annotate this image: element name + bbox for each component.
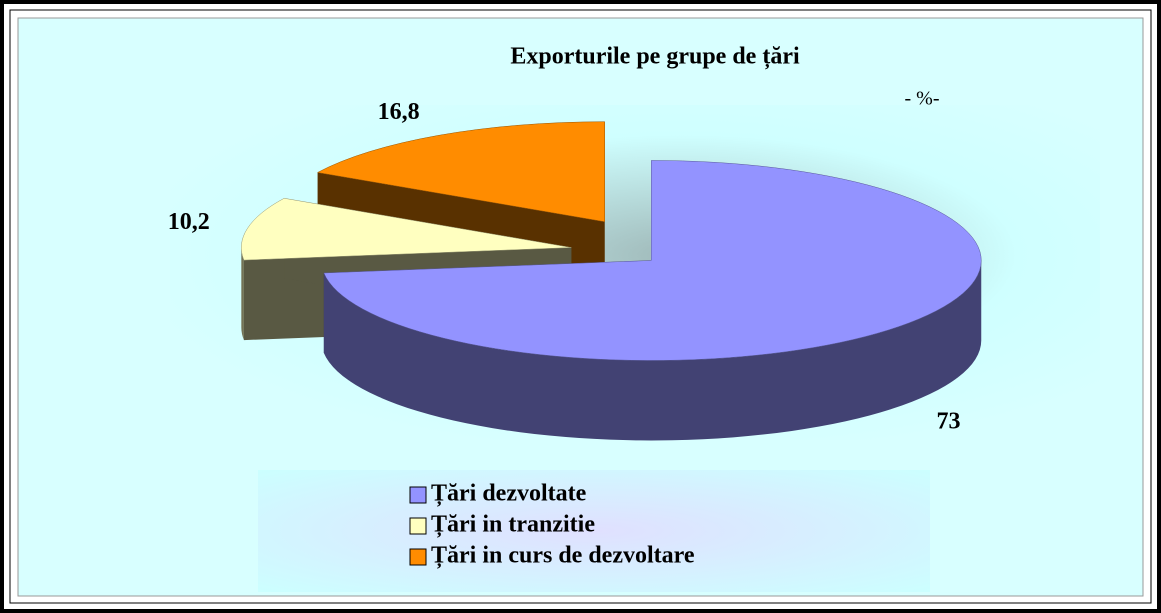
legend-label: Țări in tranzitie [431, 512, 595, 539]
legend-label: Țări dezvoltate [431, 481, 587, 508]
slice [241, 198, 572, 261]
legend-swatch [409, 548, 427, 566]
legend-swatch [409, 517, 427, 535]
slice-side [323, 260, 982, 441]
data-label: 73 [936, 409, 960, 435]
slice [323, 160, 982, 441]
inner-frame [9, 9, 1152, 604]
chart-title: Exporturile pe grupe de țări [510, 44, 800, 70]
legend-swatch [409, 486, 427, 504]
pie [241, 121, 982, 441]
slice [323, 160, 982, 361]
slice-side [241, 247, 244, 341]
legend-label: Țări in curs de dezvoltare [431, 543, 695, 570]
data-label: 16,8 [378, 99, 420, 125]
data-label: 10,2 [168, 209, 210, 235]
legend-box [258, 470, 930, 592]
unit-label: - %- [905, 88, 940, 110]
slice [316, 121, 605, 223]
